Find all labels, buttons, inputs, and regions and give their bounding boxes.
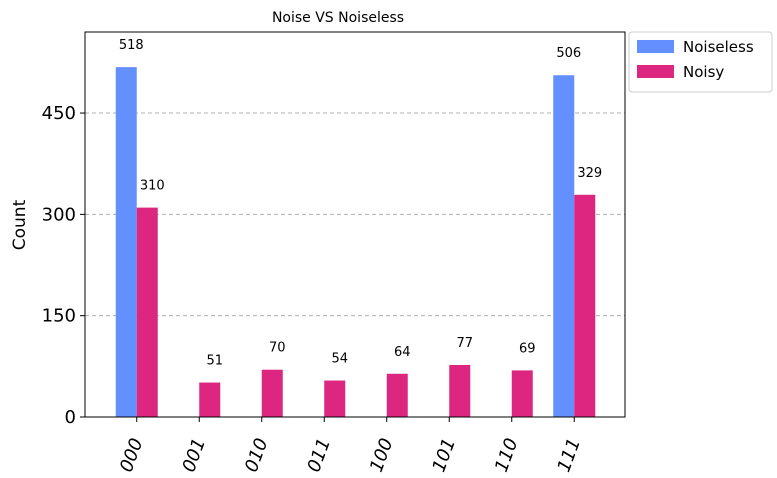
legend-label-noiseless: Noiseless (683, 38, 754, 56)
x-tick-label: 000 (116, 436, 147, 475)
x-tick-label: 010 (241, 436, 272, 475)
data-label: 77 (456, 336, 473, 351)
data-label: 506 (556, 46, 581, 61)
legend-label-noisy: Noisy (683, 63, 724, 81)
data-label: 70 (269, 341, 286, 356)
bar-noisy-111 (574, 194, 596, 417)
data-label: 64 (394, 345, 411, 360)
y-tick-label: 150 (42, 306, 76, 327)
y-tick-label: 450 (42, 103, 76, 124)
bar-noisy-011 (324, 380, 346, 417)
x-tick-label: 011 (303, 436, 334, 475)
legend-swatch-noisy (637, 65, 674, 78)
y-axis-ticks: 0 150 300 450 (42, 103, 85, 428)
bar-noiseless-111 (553, 75, 575, 417)
bar-noisy-010 (261, 369, 283, 417)
bars (115, 67, 596, 418)
y-axis-label: Count (10, 199, 30, 250)
chart-title: Noise VS Noiseless (272, 10, 404, 26)
data-labels: 518 506 310 51 70 54 64 77 69 329 (119, 38, 602, 368)
data-label: 69 (519, 341, 536, 356)
x-tick-label: 111 (553, 436, 584, 475)
data-label: 310 (140, 179, 165, 194)
x-tick-label: 100 (366, 436, 397, 475)
y-tick-label: 300 (42, 204, 76, 225)
x-axis-ticks: 000 001 010 011 100 101 110 111 (116, 417, 585, 475)
x-tick-label: 110 (491, 436, 522, 475)
y-tick-label: 0 (65, 407, 76, 428)
bar-noisy-001 (199, 382, 221, 417)
bar-noisy-000 (136, 207, 158, 417)
grid-lines (85, 112, 625, 317)
bar-noisy-100 (386, 373, 408, 417)
data-label: 54 (331, 352, 348, 367)
x-tick-label: 001 (178, 436, 209, 475)
plot-frame (84, 31, 626, 418)
x-tick-label: 101 (428, 436, 459, 475)
bar-noisy-110 (511, 370, 533, 417)
bar-noisy-101 (449, 364, 471, 417)
data-label: 518 (119, 38, 144, 53)
legend: Noiseless Noisy (628, 31, 773, 93)
data-label: 329 (577, 166, 602, 181)
data-label: 51 (206, 354, 223, 369)
bar-noiseless-000 (115, 67, 137, 418)
legend-swatch-noiseless (637, 40, 674, 53)
